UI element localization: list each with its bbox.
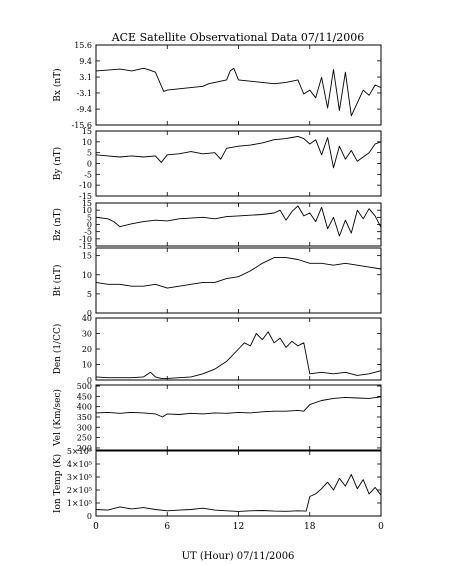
y-tick-label: 0	[87, 512, 92, 521]
panel-bx: 15.6 9.4 3.1 -3.1 -9.4 -15.6 Bx (nT)	[52, 41, 382, 130]
y-axis-label-by: By (nT)	[52, 147, 63, 180]
y-tick-label: 5	[87, 149, 92, 158]
y-tick-label: 400	[77, 403, 92, 412]
y-tick-label: 0	[87, 221, 92, 230]
y-axis-label-den: Den (1/CC)	[52, 324, 63, 375]
y-tick-label: 10	[82, 361, 92, 370]
y-tick-label: 0	[87, 160, 92, 169]
y-tick-label: 10	[82, 138, 92, 147]
x-tick-label: 6	[164, 522, 170, 532]
y-tick-label: 1×10⁵	[67, 499, 92, 508]
x-tick-label: 12	[233, 522, 244, 532]
y-tick-label: -3.1	[77, 89, 92, 98]
x-tick-label: 18	[304, 522, 316, 532]
y-tick-label: 10	[82, 206, 92, 215]
panel-frame-bx	[95, 44, 382, 126]
y-axis-label-vel: Vel (Km/sec)	[52, 389, 63, 447]
series-line-bt	[95, 257, 382, 289]
y-tick-label: 30	[82, 330, 92, 339]
y-tick-label: 10	[82, 271, 92, 280]
y-tick-label: 5	[87, 213, 92, 222]
y-tick-label: 9.4	[79, 57, 92, 66]
y-tick-label: 15.6	[74, 41, 92, 50]
y-tick-label: 15	[82, 199, 92, 208]
y-tick-label: -10	[79, 181, 92, 190]
y-tick-label: 300	[77, 423, 92, 432]
series-line-den	[95, 331, 382, 379]
y-tick-label: -15	[79, 242, 92, 251]
y-tick-label: -15	[79, 192, 92, 201]
y-tick-label: 15	[82, 252, 92, 261]
y-axis-label-bx: Bx (nT)	[52, 68, 63, 101]
y-tick-label: 500	[77, 382, 92, 391]
y-tick-label: 0	[87, 309, 92, 318]
series-line-temp	[95, 473, 382, 512]
chart-title: ACE Satellite Observational Data 07/11/2…	[111, 31, 365, 44]
panel-frame-bz	[95, 202, 382, 247]
y-tick-label: 20	[82, 345, 92, 354]
y-tick-label: 5×10⁵	[67, 447, 92, 456]
series-line-by	[95, 135, 382, 169]
y-tick-label: 40	[82, 314, 92, 323]
x-tick-label: 0	[93, 522, 99, 532]
y-tick-label: 450	[77, 392, 92, 401]
y-tick-label: -5	[84, 228, 92, 237]
panel-den: 40 30 20 10 0 Den (1/CC)	[52, 314, 382, 385]
y-tick-label: 3.1	[79, 73, 92, 82]
y-tick-label: -5	[84, 170, 92, 179]
x-axis: 0 6 12 18 0	[93, 522, 384, 532]
y-axis-label-bt: Bt (nT)	[52, 265, 63, 297]
y-tick-label: -9.4	[77, 105, 92, 114]
x-tick-label: 0	[378, 522, 384, 532]
panel-frame-vel	[95, 384, 382, 451]
y-axis-label-bz: Bz (nT)	[52, 208, 63, 241]
y-tick-label: 350	[77, 413, 92, 422]
series-line-bz	[95, 205, 382, 237]
y-tick-label: -10	[79, 235, 92, 244]
series-line-vel	[95, 396, 382, 418]
chart-panels: 15.69.43.1-3.1-9.4-15.6Bx (nT)151050-5-1…	[52, 41, 382, 521]
y-tick-label: 3×10⁵	[67, 473, 92, 482]
panel-by: 15 10 5 0-5 -10 -15 By (nT)	[52, 127, 382, 201]
panel-frame-by	[95, 130, 382, 197]
y-tick-label: -15.6	[71, 121, 92, 130]
panel-temp: 5×10⁵ 4×10⁵ 3×10⁵ 2×10⁵ 1×10⁵ 0 Ion Temp (K)	[52, 447, 382, 521]
y-tick-label: 200	[77, 444, 92, 453]
y-axis-label-temp: Ion Temp (K)	[52, 454, 63, 513]
y-tick-label: 4×10⁵	[67, 460, 92, 469]
x-axis-label: UT (Hour) 07/11/2006	[182, 551, 295, 562]
y-tick-label: 250	[77, 434, 92, 443]
y-tick-label: 2×10⁵	[67, 486, 92, 495]
series-line-bx	[95, 67, 382, 117]
y-tick-label: 5	[87, 290, 92, 299]
panel-frame-temp	[95, 450, 382, 517]
panel-bt: 15 10 5 0 Bt (nT)	[52, 247, 382, 318]
y-tick-label: 0	[87, 376, 92, 385]
y-tick-label: 15	[82, 127, 92, 136]
panel-frame-bt	[95, 247, 382, 314]
